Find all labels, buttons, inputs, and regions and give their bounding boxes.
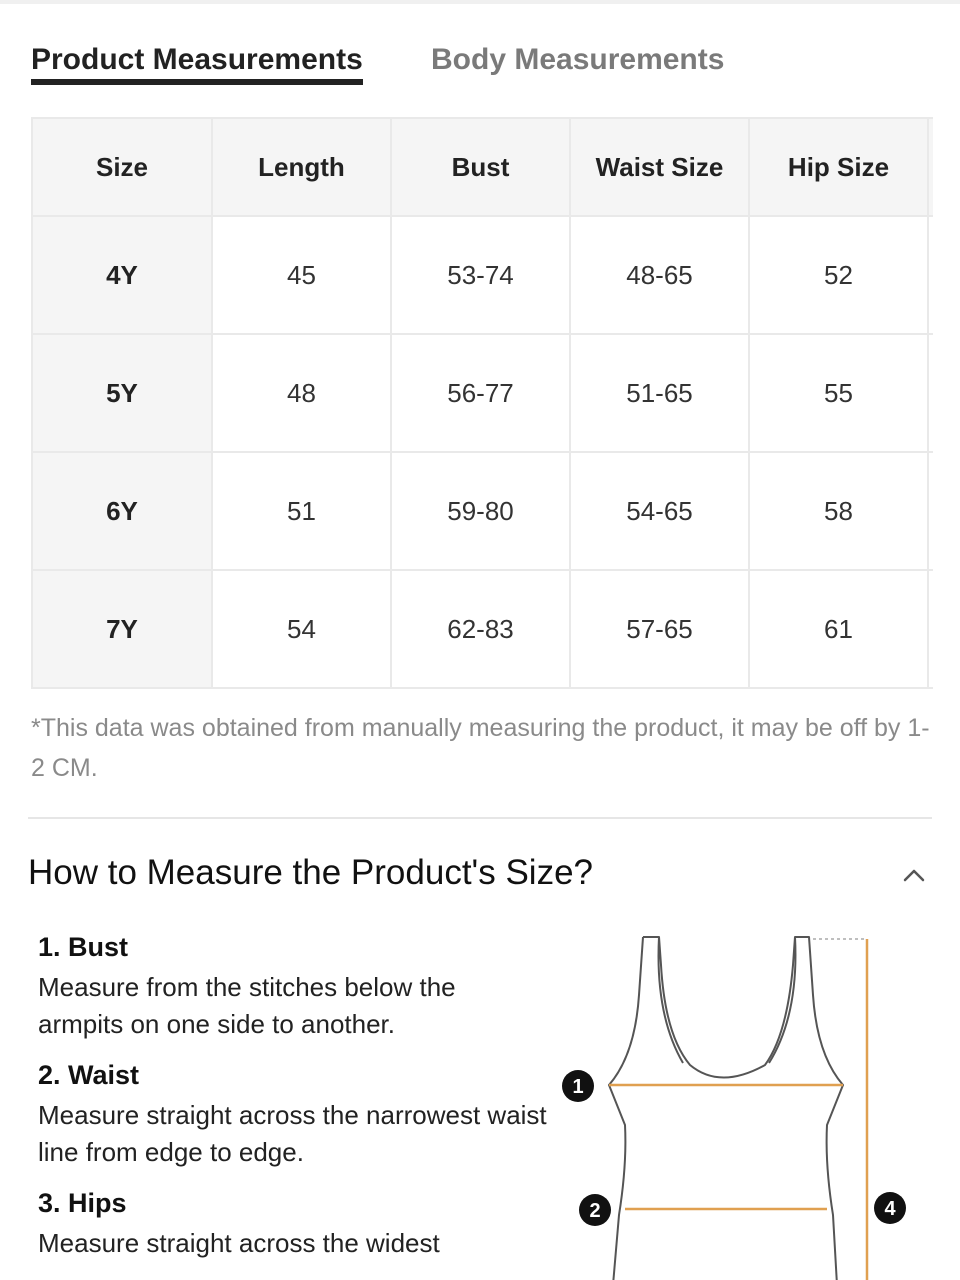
section-divider	[28, 817, 932, 819]
step-bust-title: 1. Bust	[38, 932, 129, 962]
cell-hip: 61	[748, 569, 929, 689]
cell-bust: 56-77	[390, 333, 571, 453]
cell-hip: 55	[748, 333, 929, 453]
header-length: Length	[211, 117, 392, 217]
cell-overflow	[927, 451, 933, 571]
marker-1-label: 1	[572, 1076, 583, 1098]
header-size: Size	[31, 117, 213, 217]
cell-bust: 59-80	[390, 451, 571, 571]
top-divider-strip	[0, 0, 960, 4]
cell-waist: 57-65	[569, 569, 750, 689]
cell-size: 4Y	[31, 215, 213, 335]
garment-left-side	[643, 936, 844, 1280]
table-row: 5Y 48 56-77 51-65 55	[31, 333, 933, 453]
measure-steps: 1. Bust Measure from the stitches below …	[38, 927, 548, 1274]
table-row: 7Y 54 62-83 57-65 61	[31, 569, 933, 689]
cell-size: 5Y	[31, 333, 213, 453]
chevron-up-icon	[903, 869, 925, 882]
tab-product-measurements[interactable]: Product Measurements	[31, 40, 363, 85]
step-waist-desc: Measure straight across the narrowest wa…	[38, 1100, 547, 1167]
table-header-row: Size Length Bust Waist Size Hip Size	[31, 117, 933, 217]
cell-waist: 48-65	[569, 215, 750, 335]
header-waist-size: Waist Size	[569, 117, 750, 217]
marker-2: 2	[579, 1194, 611, 1226]
table-row: 4Y 45 53-74 48-65 52	[31, 215, 933, 335]
cell-length: 45	[211, 215, 392, 335]
step-bust-desc: Measure from the stitches below the armp…	[38, 972, 456, 1039]
cell-waist: 54-65	[569, 451, 750, 571]
cell-length: 48	[211, 333, 392, 453]
collapse-button[interactable]	[898, 860, 930, 888]
header-hip-size: Hip Size	[748, 117, 929, 217]
cell-overflow	[927, 569, 933, 689]
cell-overflow	[927, 333, 933, 453]
cell-overflow	[927, 215, 933, 335]
header-bust: Bust	[390, 117, 571, 217]
tab-body-measurements[interactable]: Body Measurements	[431, 43, 725, 76]
step-hips-title: 3. Hips	[38, 1188, 127, 1218]
step-waist-title: 2. Waist	[38, 1060, 140, 1090]
cell-bust: 53-74	[390, 215, 571, 335]
tank-top-outline: 1 2 4	[562, 936, 906, 1280]
marker-1: 1	[562, 1070, 594, 1102]
marker-4: 4	[874, 1192, 906, 1224]
cell-size: 6Y	[31, 451, 213, 571]
how-to-measure-title: How to Measure the Product's Size?	[28, 853, 594, 892]
cell-length: 54	[211, 569, 392, 689]
table-row: 6Y 51 59-80 54-65 58	[31, 451, 933, 571]
garment-right-side	[608, 936, 644, 1280]
step-hips-desc: Measure straight across the widest	[38, 1228, 440, 1258]
marker-4-label: 4	[884, 1198, 896, 1220]
garment-diagram: 1 2 4	[555, 925, 935, 1280]
header-overflow	[927, 117, 933, 217]
cell-length: 51	[211, 451, 392, 571]
cell-size: 7Y	[31, 569, 213, 689]
size-table: Size Length Bust Waist Size Hip Size 4Y …	[31, 117, 933, 689]
strap-inner-left	[657, 936, 684, 1064]
cell-bust: 62-83	[390, 569, 571, 689]
cell-hip: 52	[748, 215, 929, 335]
cell-hip: 58	[748, 451, 929, 571]
cell-waist: 51-65	[569, 333, 750, 453]
strap-inner-right	[768, 936, 797, 1064]
measurement-disclaimer: *This data was obtained from manually me…	[31, 714, 930, 782]
marker-2-label: 2	[589, 1200, 600, 1222]
